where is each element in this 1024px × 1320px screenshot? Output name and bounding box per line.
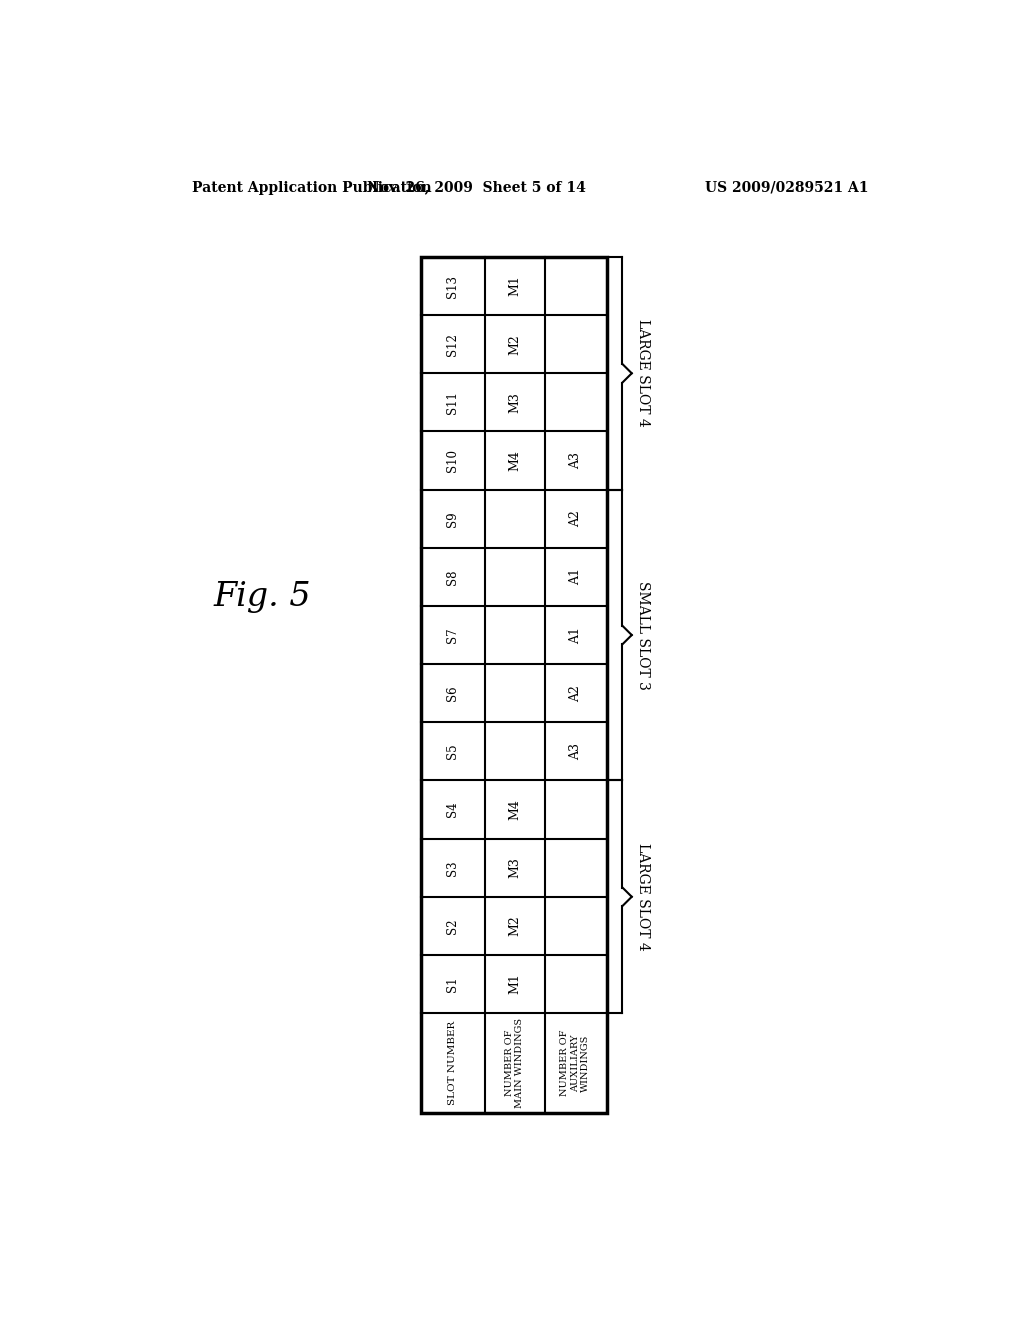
Text: SLOT NUMBER: SLOT NUMBER [449, 1022, 458, 1105]
Text: S9: S9 [446, 511, 459, 527]
Text: LARGE SLOT 4: LARGE SLOT 4 [636, 843, 649, 950]
Text: A2: A2 [568, 685, 582, 702]
Text: M2: M2 [508, 916, 521, 936]
Text: S2: S2 [446, 919, 459, 933]
Text: S5: S5 [446, 743, 459, 759]
Text: Fig. 5: Fig. 5 [213, 581, 311, 614]
Text: Patent Application Publication: Patent Application Publication [191, 181, 431, 194]
Text: S7: S7 [446, 627, 459, 643]
Text: SMALL SLOT 3: SMALL SLOT 3 [636, 581, 649, 689]
Text: S1: S1 [446, 977, 459, 991]
Text: S10: S10 [446, 449, 459, 473]
Text: S12: S12 [446, 333, 459, 355]
Text: M3: M3 [508, 857, 521, 878]
Text: S4: S4 [446, 801, 459, 817]
Text: S13: S13 [446, 275, 459, 297]
Text: S3: S3 [446, 859, 459, 875]
Text: LARGE SLOT 4: LARGE SLOT 4 [636, 319, 649, 428]
Text: A2: A2 [568, 511, 582, 527]
Text: NUMBER OF
AUXILIARY
WINDINGS: NUMBER OF AUXILIARY WINDINGS [560, 1030, 590, 1097]
Text: M3: M3 [508, 392, 521, 413]
Text: S8: S8 [446, 569, 459, 585]
Text: US 2009/0289521 A1: US 2009/0289521 A1 [705, 181, 868, 194]
Text: S11: S11 [446, 391, 459, 413]
Text: NUMBER OF
MAIN WINDINGS: NUMBER OF MAIN WINDINGS [505, 1018, 524, 1109]
Text: M4: M4 [508, 799, 521, 820]
Text: A3: A3 [568, 743, 582, 760]
Text: A1: A1 [568, 569, 582, 585]
Text: S6: S6 [446, 685, 459, 701]
Text: M2: M2 [508, 334, 521, 355]
Text: Nov. 26, 2009  Sheet 5 of 14: Nov. 26, 2009 Sheet 5 of 14 [368, 181, 586, 194]
Text: A1: A1 [568, 627, 582, 644]
Text: M4: M4 [508, 450, 521, 471]
Text: M1: M1 [508, 974, 521, 994]
Text: M1: M1 [508, 276, 521, 297]
Bar [421, 257, 607, 1113]
Text: A3: A3 [568, 451, 582, 469]
